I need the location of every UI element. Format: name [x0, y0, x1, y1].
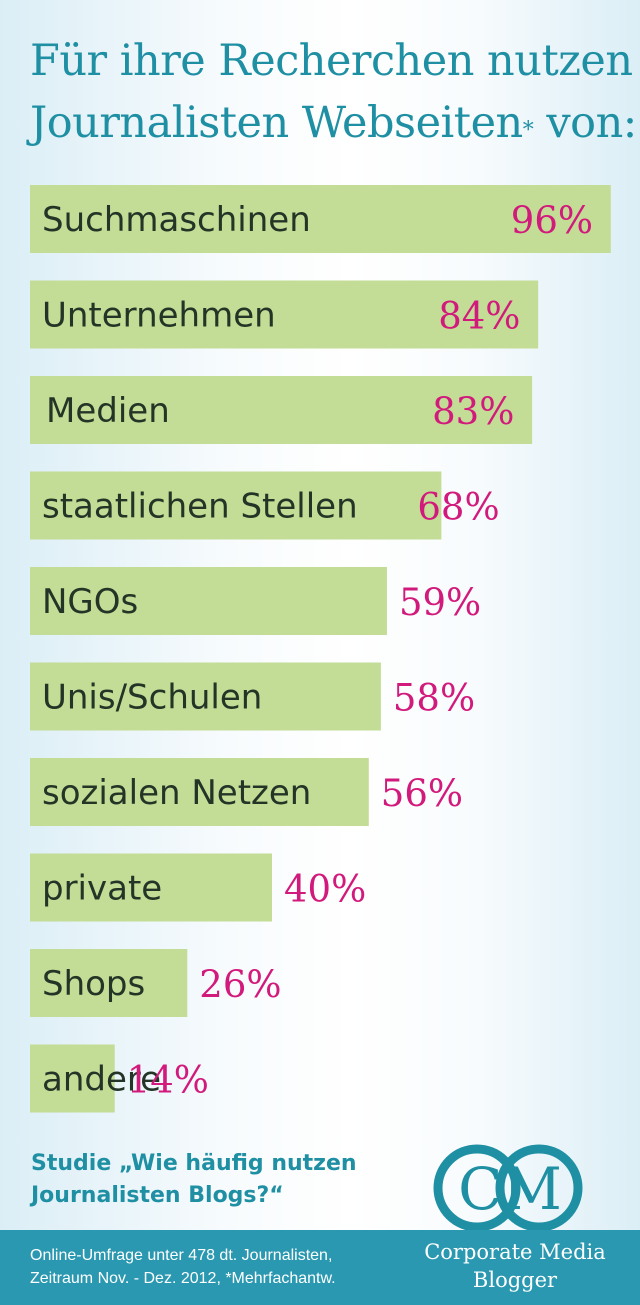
bar-value-label: 40%	[284, 868, 366, 911]
bar-value-label: 84%	[438, 295, 520, 338]
title-line-1: Für ihre Recherchen nutzen	[30, 36, 633, 86]
bar-unis-schulen	[30, 662, 381, 731]
logo-text: CM	[458, 1155, 562, 1223]
chart-title: Für ihre Recherchen nutzen Journalisten …	[30, 30, 637, 154]
survey-note-line-2: Zeitraum Nov. - Dez. 2012, *Mehrfachantw…	[30, 1270, 336, 1287]
bar-label: NGOs	[42, 582, 138, 622]
bar-value-label: 68%	[417, 486, 499, 529]
study-reference: Studie „Wie häufig nutzen Journalisten B…	[31, 1148, 357, 1212]
bar-shops	[30, 949, 188, 1017]
bar-value-label: 96%	[511, 199, 593, 242]
bar-andere	[30, 1044, 115, 1113]
bar-value-label: 26%	[199, 963, 281, 1006]
bar-ngos	[30, 567, 387, 635]
bar-label: private	[42, 869, 162, 909]
study-line-2: Journalisten Blogs?“	[31, 1183, 284, 1208]
bar-label: Shops	[42, 964, 145, 1004]
title-line-2-text: Journalisten Webseiten	[30, 98, 523, 148]
bar-value-label: 83%	[432, 390, 514, 433]
bar-value-label: 58%	[393, 677, 475, 720]
brand-line-2: Blogger	[472, 1268, 558, 1292]
bar-value-label: 59%	[399, 581, 481, 624]
bar-label: Unternehmen	[42, 296, 276, 336]
bar-unternehmen	[30, 280, 539, 349]
bar-chart: Suchmaschinen 96% Unternehmen 84% Medien 83% s…	[30, 185, 611, 1113]
bar-staatlichen-stellen	[30, 471, 442, 540]
bar-label: Suchmaschinen	[42, 200, 311, 240]
bar-value-label: 14%	[127, 1059, 209, 1102]
bar-label: andere	[42, 1060, 161, 1100]
bar-suchmaschinen	[30, 185, 611, 253]
title-line-2-end: von:	[533, 98, 637, 148]
cm-logo-icon: CM	[433, 1144, 583, 1232]
survey-note-line-1: Online-Umfrage unter 478 dt. Journaliste…	[30, 1247, 333, 1264]
bar-medien	[30, 376, 533, 444]
bar-sozialen-netzen	[30, 758, 369, 826]
brand-line-1: Corporate Media	[424, 1240, 606, 1264]
survey-note: Online-Umfrage unter 478 dt. Journaliste…	[30, 1244, 336, 1290]
title-footnote-mark: *	[522, 118, 534, 143]
bar-label: sozialen Netzen	[42, 773, 311, 813]
bar-label: Unis/Schulen	[42, 678, 262, 718]
footer-bar: Online-Umfrage unter 478 dt. Journaliste…	[0, 1230, 640, 1305]
title-line-2: Journalisten Webseiten* von:	[30, 92, 637, 154]
bar-label: staatlichen Stellen	[42, 487, 358, 527]
bar-private	[30, 853, 272, 922]
bar-label: Medien	[46, 391, 170, 431]
study-line-1: Studie „Wie häufig nutzen	[31, 1151, 357, 1176]
bar-value-label: 56%	[381, 772, 463, 815]
brand-name: Corporate Media Blogger	[405, 1238, 625, 1294]
